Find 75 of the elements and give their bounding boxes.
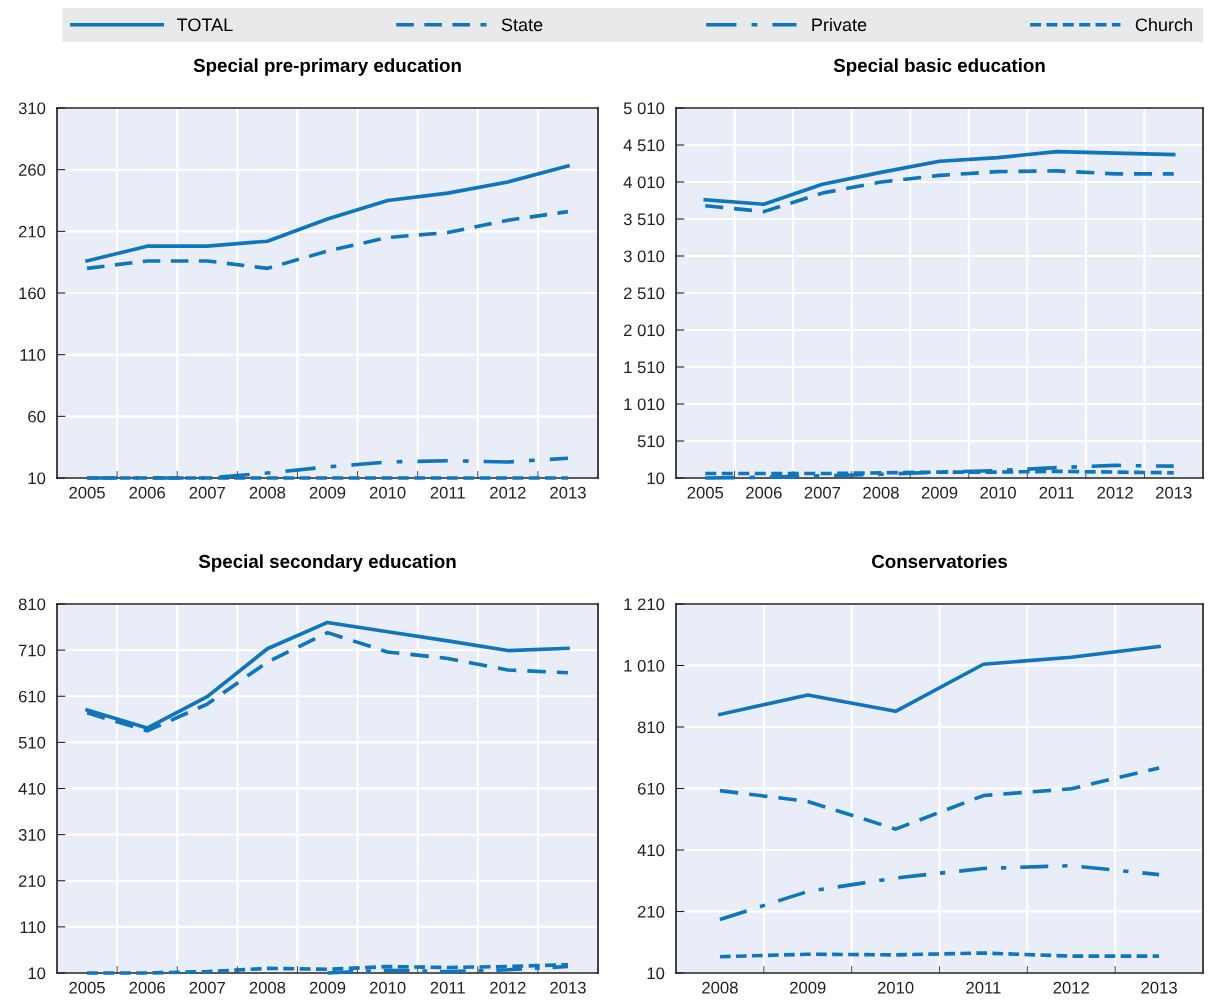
chart-title: Conservatories — [872, 554, 1007, 569]
y-tick-label: 210 — [18, 225, 46, 238]
x-tick-label: 2005 — [69, 981, 105, 994]
legend-label: Church — [1135, 17, 1192, 32]
y-tick-label: 710 — [18, 644, 46, 657]
y-tick-label: 1 510 — [624, 361, 665, 374]
x-tick-label: 2013 — [550, 486, 586, 499]
y-tick-label: 10 — [28, 967, 46, 980]
y-tick-label: 4 510 — [623, 139, 665, 152]
x-tick-label: 2010 — [369, 486, 406, 499]
y-tick-label: 2 010 — [624, 324, 665, 337]
x-tick-label: 2011 — [430, 486, 465, 499]
x-tick-label: 2007 — [189, 981, 225, 994]
y-tick-label: 510 — [18, 736, 46, 749]
x-tick-label: 2012 — [1097, 486, 1133, 499]
x-tick-label: 2008 — [249, 486, 286, 499]
chart-title: Special pre-primary education — [193, 58, 461, 76]
y-tick-label: 510 — [637, 435, 665, 448]
y-tick-label: 4 010 — [623, 176, 665, 189]
x-tick-label: 2007 — [189, 486, 225, 499]
legend-label: Private — [812, 17, 867, 32]
y-tick-label: 60 — [28, 410, 46, 423]
x-tick-label: 2011 — [430, 981, 465, 994]
legend-label: TOTAL — [177, 18, 233, 32]
chart-title: Special basic education — [833, 58, 1045, 76]
x-tick-label: 2013 — [1156, 486, 1192, 499]
x-tick-label: 2009 — [309, 981, 346, 994]
x-tick-label: 2006 — [129, 981, 165, 994]
y-tick-label: 1 210 — [624, 598, 665, 611]
y-tick-label: 210 — [637, 905, 665, 918]
x-tick-label: 2013 — [1141, 981, 1177, 994]
y-tick-label: 210 — [18, 875, 46, 887]
y-tick-label: 410 — [637, 844, 665, 857]
y-tick-label: 110 — [20, 349, 46, 361]
x-tick-label: 2013 — [550, 981, 586, 994]
x-tick-label: 2012 — [490, 486, 526, 499]
x-tick-label: 2010 — [980, 486, 1016, 499]
y-tick-label: 3 510 — [623, 213, 665, 226]
y-tick-label: 410 — [18, 782, 46, 795]
x-tick-label: 2010 — [369, 981, 406, 994]
y-tick-label: 310 — [18, 102, 46, 115]
y-tick-label: 10 — [28, 472, 46, 485]
y-tick-label: 2 510 — [624, 287, 665, 300]
x-tick-label: 2012 — [1053, 981, 1089, 994]
y-tick-label: 610 — [18, 690, 46, 703]
y-tick-label: 1 010 — [624, 659, 665, 672]
y-tick-label: 1 010 — [624, 398, 665, 411]
y-tick-label: 10 — [647, 472, 665, 485]
x-tick-label: 2009 — [921, 486, 958, 499]
x-tick-label: 2008 — [249, 981, 286, 994]
chart-title: Special secondary education — [198, 554, 456, 572]
x-tick-label: 2006 — [746, 486, 782, 499]
x-tick-label: 2012 — [490, 981, 526, 994]
x-tick-label: 2010 — [877, 981, 914, 994]
legend-label: State — [501, 18, 543, 32]
y-tick-label: 810 — [18, 598, 46, 611]
x-tick-label: 2009 — [790, 981, 826, 994]
y-tick-label: 10 — [647, 967, 665, 980]
x-tick-label: 2008 — [702, 981, 738, 994]
x-tick-label: 2007 — [804, 486, 841, 499]
x-tick-label: 2005 — [69, 486, 105, 499]
x-tick-label: 2005 — [687, 486, 724, 499]
x-tick-label: 2008 — [863, 486, 899, 499]
y-tick-label: 310 — [18, 829, 46, 841]
y-tick-label: 810 — [637, 721, 665, 734]
x-tick-label: 2011 — [1039, 486, 1074, 499]
y-tick-label: 3 010 — [623, 250, 665, 263]
y-tick-label: 160 — [19, 287, 46, 300]
y-tick-label: 110 — [20, 921, 46, 934]
y-tick-label: 260 — [18, 164, 46, 176]
x-tick-label: 2006 — [129, 486, 165, 499]
x-tick-label: 2011 — [966, 981, 1001, 994]
x-tick-label: 2009 — [309, 486, 346, 499]
y-tick-label: 610 — [637, 782, 665, 795]
y-tick-label: 5 010 — [623, 102, 665, 115]
